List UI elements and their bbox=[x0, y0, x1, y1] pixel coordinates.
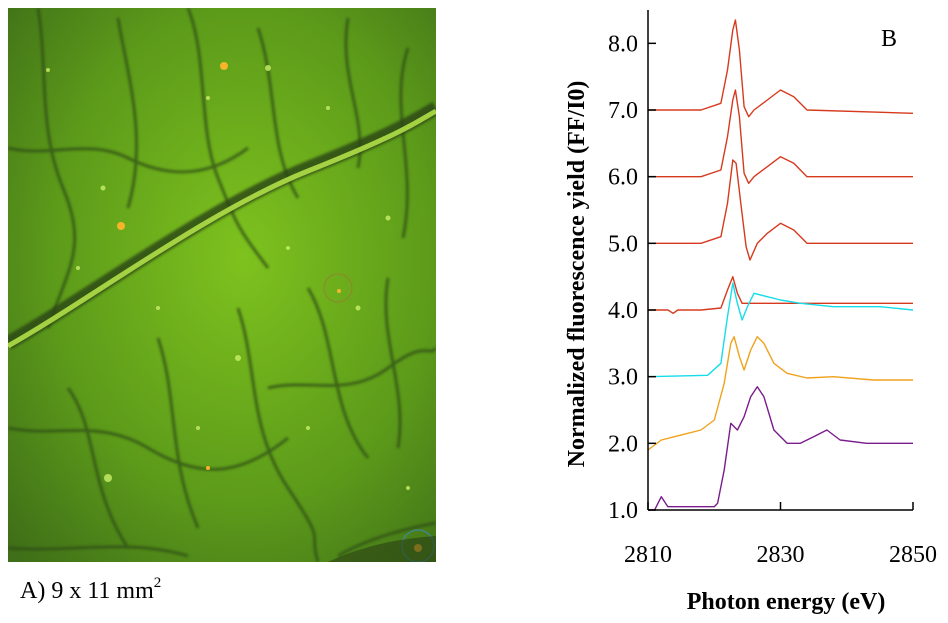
y-tick-label: 3.0 bbox=[608, 365, 638, 391]
series-line-5 bbox=[647, 282, 914, 378]
x-tick-label: 2830 bbox=[757, 542, 805, 568]
panel-b-label: B bbox=[881, 26, 897, 52]
series-line-2 bbox=[648, 89, 913, 184]
y-tick-label: 4.0 bbox=[608, 298, 638, 324]
series-line-7 bbox=[648, 386, 913, 511]
series-line-6 bbox=[647, 336, 913, 451]
x-axis-title: Photon energy (eV) bbox=[687, 589, 886, 615]
y-tick-label: 1.0 bbox=[608, 498, 638, 524]
y-tick-label: 8.0 bbox=[608, 31, 638, 57]
series-line-3 bbox=[648, 159, 913, 261]
caption-text: A) 9 x 11 mm bbox=[20, 578, 154, 604]
y-axis-title: Normalized fluorescence yield (FF/I0) bbox=[564, 81, 590, 468]
y-tick-label: 6.0 bbox=[608, 165, 638, 191]
panel-a-caption: A) 9 x 11 mm2 bbox=[20, 575, 162, 605]
series-line-1 bbox=[648, 19, 914, 118]
axes: 1.0 2.0 3.0 4.0 5.0 6.0 7.0 8.0 2810 2830 2850 bbox=[608, 10, 937, 568]
leaf-fluorescence-image bbox=[8, 8, 436, 562]
x-tick-label: 2810 bbox=[624, 542, 672, 568]
y-tick-label: 5.0 bbox=[608, 231, 638, 257]
y-tick-label: 7.0 bbox=[608, 98, 638, 124]
x-tick-label: 2850 bbox=[889, 542, 937, 568]
plot-area bbox=[647, 19, 914, 511]
caption-exponent: 2 bbox=[153, 575, 162, 591]
series-line-4 bbox=[648, 276, 913, 314]
y-tick-label: 2.0 bbox=[608, 431, 638, 457]
